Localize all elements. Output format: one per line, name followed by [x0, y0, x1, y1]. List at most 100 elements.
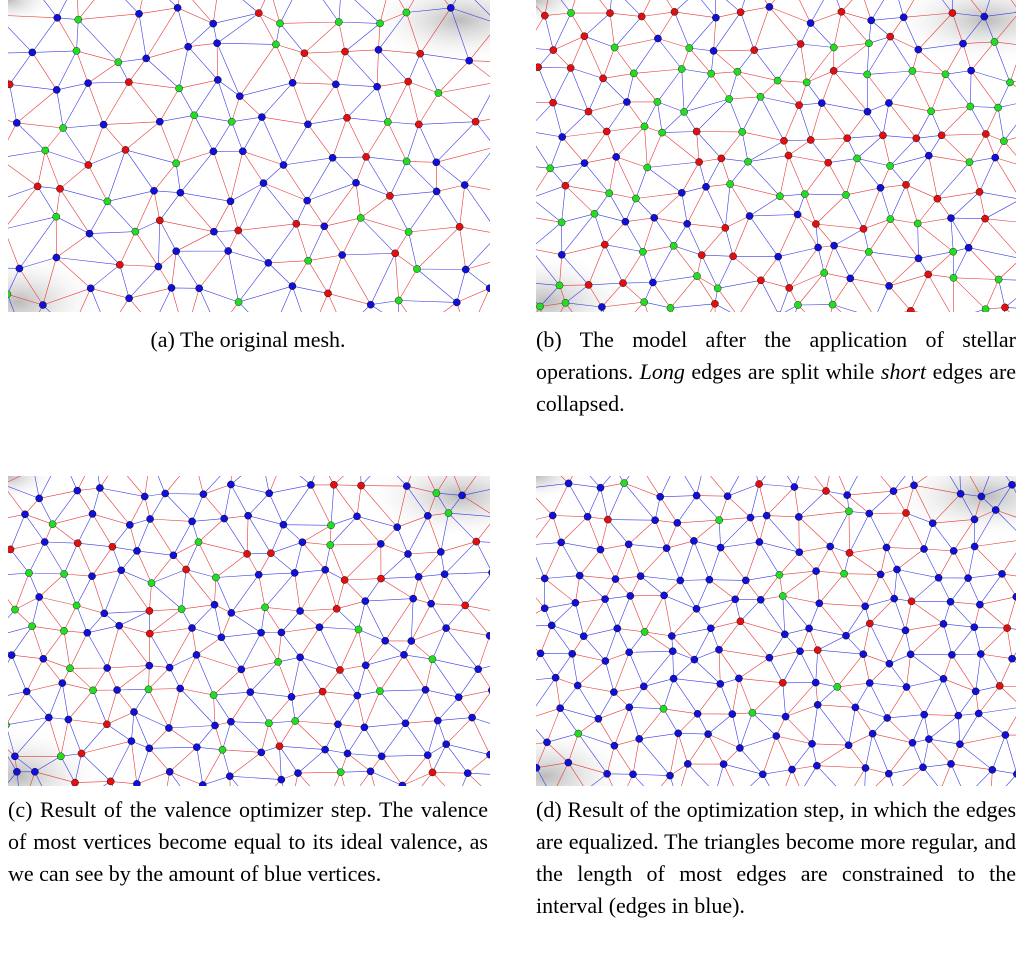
- mesh-vertex: [455, 694, 462, 701]
- mesh-vertex: [759, 771, 766, 778]
- mesh-vertex: [36, 593, 43, 600]
- mesh-vertex: [392, 250, 399, 257]
- mesh-vertex: [794, 211, 801, 218]
- mesh-vertex: [104, 664, 111, 671]
- mesh-vertex: [813, 568, 820, 575]
- mesh-vertex: [815, 244, 822, 251]
- mesh-vertex: [562, 182, 569, 189]
- mesh-vertex: [536, 64, 542, 71]
- mesh-vertex: [330, 481, 337, 488]
- mesh-vertex: [66, 665, 73, 672]
- mesh-vertex: [591, 210, 598, 217]
- mesh-vertex: [235, 299, 242, 306]
- mesh-vertex: [602, 596, 609, 603]
- mesh-vertex: [321, 223, 328, 230]
- mesh-vertex: [736, 744, 743, 751]
- mesh-vertex: [353, 513, 360, 520]
- mesh-vertex: [681, 108, 688, 115]
- mesh-vertex: [400, 651, 407, 658]
- mesh-vertex: [394, 524, 401, 531]
- mesh-vertex: [929, 520, 936, 527]
- mesh-vertex: [305, 257, 312, 264]
- mesh-vertex: [919, 764, 926, 771]
- mesh-vertex: [991, 38, 998, 45]
- mesh-vertex: [128, 738, 135, 745]
- mesh-vertex: [31, 768, 38, 775]
- mesh-vertex: [405, 228, 412, 235]
- mesh-vertex: [332, 81, 339, 88]
- mesh-vertex: [886, 282, 893, 289]
- mesh-vertex: [13, 768, 20, 775]
- mesh-vertex: [965, 575, 972, 582]
- mesh-vertex: [146, 662, 153, 669]
- mesh-vertex: [408, 637, 415, 644]
- mesh-vertex: [807, 20, 814, 27]
- mesh-vertex: [247, 689, 254, 696]
- mesh-vertex: [982, 215, 989, 222]
- mesh-vertex: [860, 225, 867, 232]
- mesh-vertex: [940, 620, 947, 627]
- mesh-vertex: [975, 710, 982, 717]
- mesh-vertex: [291, 569, 298, 576]
- mesh-vertex: [827, 543, 834, 550]
- page: (a) The original mesh. (b) The model aft…: [0, 0, 1016, 976]
- mesh-vertex: [576, 572, 583, 579]
- mesh-vertex: [73, 602, 80, 609]
- mesh-vertex: [694, 710, 701, 717]
- mesh-vertex: [822, 487, 829, 494]
- mesh-vertex: [794, 301, 801, 308]
- mesh-vertex: [890, 488, 897, 495]
- mesh-vertex: [424, 752, 431, 759]
- mesh-vertex: [61, 570, 68, 577]
- mesh-vertex: [378, 753, 385, 760]
- mesh-vertex: [971, 543, 978, 550]
- mesh-vertex: [434, 717, 441, 724]
- mesh-vertex: [228, 118, 235, 125]
- mesh-vertex: [453, 299, 460, 306]
- mesh-vertex: [39, 301, 46, 308]
- mesh-vertex: [199, 781, 206, 786]
- mesh-vertex: [417, 50, 424, 57]
- caption: (b) The model after the application of s…: [536, 324, 1016, 420]
- mesh-vertex: [842, 632, 849, 639]
- mesh-vertex: [34, 183, 41, 190]
- mesh-vertex: [830, 44, 837, 51]
- mesh-vertex: [258, 114, 265, 121]
- mesh-vertex: [260, 180, 267, 187]
- mesh-vertex: [424, 512, 431, 519]
- mesh-vertex: [625, 541, 632, 548]
- mesh-vertex: [747, 514, 754, 521]
- mesh-vertex: [265, 259, 272, 266]
- mesh-vertex: [53, 254, 60, 261]
- mesh-vertex: [902, 509, 909, 516]
- mesh-vertex: [78, 750, 85, 757]
- mesh-vertex: [107, 778, 114, 785]
- mesh-vertex: [559, 133, 566, 140]
- mesh-vertex: [116, 261, 123, 268]
- mesh-vertex: [940, 675, 947, 682]
- mesh-vertex: [742, 577, 749, 584]
- mesh-vertex: [693, 605, 700, 612]
- mesh-vertex: [165, 724, 172, 731]
- mesh-vertex: [88, 573, 95, 580]
- mesh-vertex: [53, 86, 60, 93]
- mesh-vertex: [341, 48, 348, 55]
- mesh-vertex: [812, 220, 819, 227]
- mesh-vertex: [669, 648, 676, 655]
- mesh-vertex: [666, 772, 673, 779]
- mesh-vertex: [132, 228, 139, 235]
- mesh-vertex: [267, 550, 274, 557]
- mesh-vertex: [188, 624, 195, 631]
- mesh-vertex: [307, 481, 314, 488]
- mesh-vertex: [552, 674, 559, 681]
- mesh-vertex: [781, 631, 788, 638]
- mesh-vertex: [143, 55, 150, 62]
- mesh-vertex: [604, 516, 611, 523]
- mesh-vertex: [915, 255, 922, 262]
- mesh-vertex: [118, 567, 125, 574]
- mesh-vertex: [678, 65, 685, 72]
- mesh-vertex: [335, 18, 342, 25]
- mesh-vertex: [374, 83, 381, 90]
- mesh-vertex: [384, 118, 391, 125]
- mesh-vertex: [864, 108, 871, 115]
